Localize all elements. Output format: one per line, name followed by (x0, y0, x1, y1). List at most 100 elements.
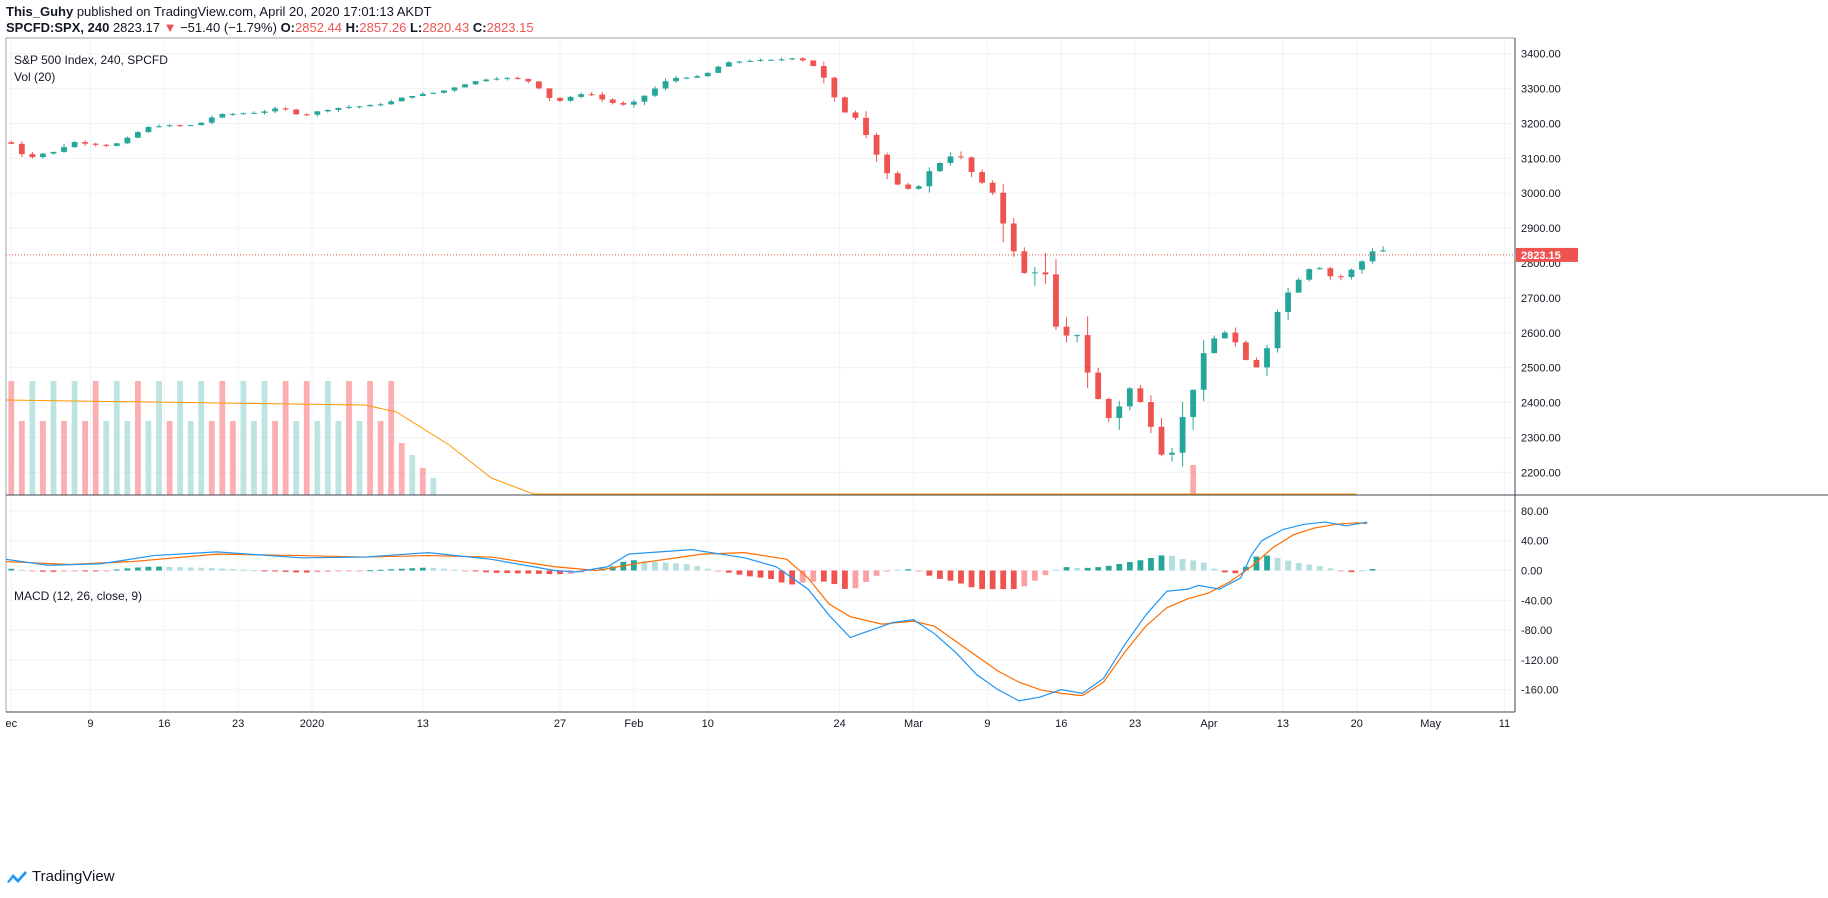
high-label: H: (345, 20, 360, 35)
macd-tick-label: -160.00 (1521, 685, 1558, 697)
candle-body (29, 154, 36, 158)
volume-bar (303, 381, 310, 495)
macd-histogram-bar (1042, 570, 1049, 576)
macd-histogram-bar (557, 570, 563, 575)
open-label: O: (280, 20, 296, 35)
macd-histogram-bar (810, 570, 817, 582)
macd-histogram-bar (820, 570, 827, 582)
candle-body (1243, 342, 1249, 360)
macd-histogram-bar (1053, 569, 1059, 571)
candle-body (282, 108, 289, 110)
macd-histogram-bar (1031, 570, 1038, 581)
candle-body (145, 127, 152, 133)
candle-body (314, 111, 321, 115)
macd-histogram-bar (778, 570, 785, 583)
macd-histogram-bar (61, 570, 67, 572)
symbol[interactable]: SPCFD:SPX, 240 (6, 20, 110, 35)
candle-body (1380, 250, 1386, 252)
macd-histogram-bar (704, 568, 711, 571)
macd-histogram-bar (1348, 570, 1355, 573)
macd-histogram-bar (1158, 555, 1165, 571)
publish-info: published on TradingView.com, April 20, … (76, 4, 432, 19)
candle-body (472, 81, 479, 85)
candle-body (736, 61, 743, 63)
last-price-badge (1516, 247, 1578, 262)
macd-histogram-bar (187, 567, 194, 571)
volume-bar (335, 421, 342, 495)
macd-histogram-bar (40, 570, 46, 572)
macd-histogram-bar (1243, 566, 1249, 571)
candle-body (156, 126, 162, 128)
macd-histogram-bar (799, 570, 806, 583)
macd-histogram-bar (71, 570, 78, 572)
macd-histogram-bar (567, 570, 574, 574)
macd-histogram-bar (1010, 570, 1017, 590)
macd-histogram-bar (947, 570, 954, 581)
candle-body (1327, 268, 1334, 277)
candle-body (1190, 389, 1197, 417)
candle-body (367, 104, 373, 107)
macd-histogram-bar (609, 566, 616, 571)
last-price-label: 2823.15 (1521, 250, 1561, 262)
candle-body (240, 113, 247, 115)
author[interactable]: This_Guhy (6, 4, 74, 19)
macd-histogram-bar (1200, 562, 1207, 571)
candle-body (979, 172, 986, 183)
macd-histogram-bar (673, 563, 679, 571)
candle-body (799, 58, 806, 61)
candle-body (968, 157, 975, 173)
candle-body (198, 122, 205, 126)
candle-body (388, 101, 395, 105)
macd-histogram-bar (1169, 555, 1175, 571)
macd-histogram-bar (261, 570, 268, 572)
candle-body (124, 137, 131, 144)
axes: 3400.00 3300.00 3200.00 3100.00 3000.00 2900.… (5, 37, 1828, 730)
candle-body (820, 66, 827, 78)
pane-labels: S&P 500 Index, 240, SPCFD Vol (20) MACD … (14, 53, 168, 603)
macd-histogram-bar (145, 566, 152, 571)
macd-histogram-bar (1074, 567, 1080, 571)
macd-histogram-bar (156, 566, 162, 571)
price-tick-label: 2300.00 (1521, 432, 1561, 444)
price-tick-label: 3100.00 (1521, 153, 1561, 165)
macd-histogram-bar (251, 570, 257, 572)
macd-histogram-bar (1221, 570, 1228, 573)
macd-histogram-bar (1295, 563, 1302, 571)
candle-body (451, 87, 458, 91)
macd-histogram-bar (1000, 570, 1007, 590)
macd-histogram-bar (842, 570, 848, 589)
macd-histogram-bar (1264, 555, 1270, 571)
macd-histogram-bar (1126, 562, 1133, 571)
macd-histogram-bar (968, 570, 975, 588)
price-tick-label: 2400.00 (1521, 398, 1561, 410)
volume-bar (367, 381, 373, 495)
macd-histogram-bar (451, 569, 458, 571)
candle-body (905, 184, 912, 189)
time-tick-label: 11 (1499, 718, 1510, 730)
macd-histogram-bar (208, 568, 215, 571)
candle-body (346, 106, 352, 108)
macd-histogram-bar (546, 570, 553, 575)
macd-histogram-bar (958, 570, 964, 584)
candle-body (694, 76, 701, 78)
volume-bar (92, 381, 99, 495)
time-tick-label: 20 (1351, 718, 1363, 730)
candle-body (251, 112, 257, 114)
macd-histogram-bar (388, 569, 395, 571)
price-tick-label: 2600.00 (1521, 328, 1561, 340)
time-tick-label: May (1420, 718, 1441, 730)
footer[interactable]: TradingView (6, 868, 115, 885)
time-tick-label: 13 (1277, 718, 1289, 730)
macd-histogram-bar (873, 570, 880, 576)
macd-histogram-bar (1316, 566, 1323, 571)
candle-body (620, 102, 627, 105)
macd-histogram-bar (1285, 560, 1292, 571)
candle-body (1074, 335, 1080, 337)
time-tick-label: ec (5, 718, 17, 730)
macd-histogram-bar (1148, 558, 1154, 571)
macd-histogram-bar (282, 570, 289, 572)
candle-body (535, 81, 542, 89)
volume-bar (430, 478, 437, 495)
time-tick-label: Mar (904, 718, 923, 730)
